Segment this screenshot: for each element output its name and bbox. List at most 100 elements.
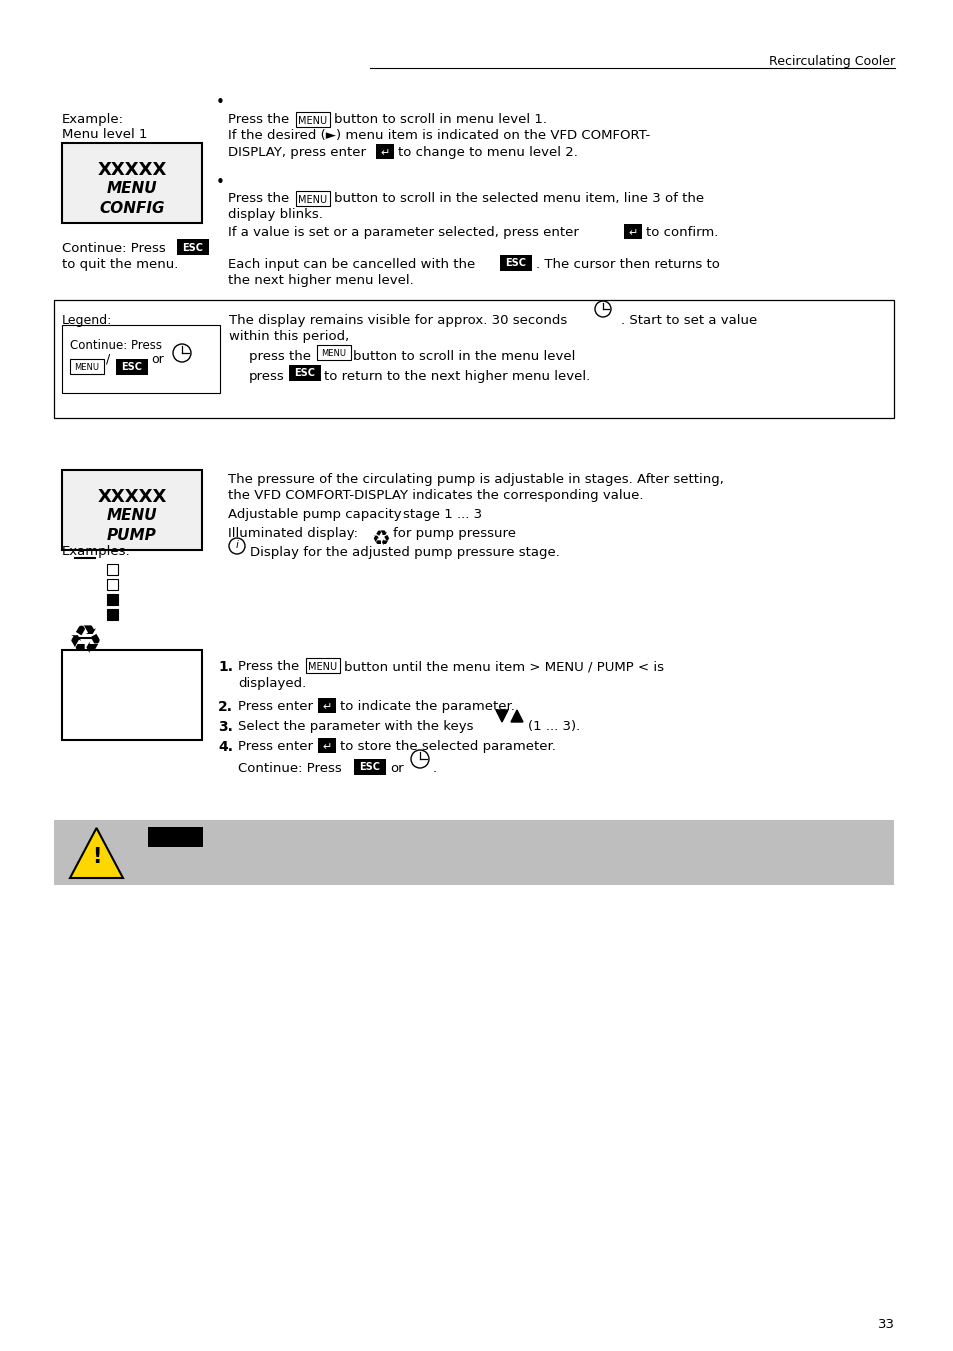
Text: MENU: MENU: [74, 363, 99, 372]
Bar: [289, 365, 320, 381]
Bar: [62, 326, 220, 393]
Bar: [499, 255, 532, 272]
Text: Example:: Example:: [62, 113, 124, 126]
Bar: [295, 190, 330, 205]
Text: MENU: MENU: [308, 662, 337, 671]
Text: . Start to set a value: . Start to set a value: [620, 313, 757, 327]
Text: ESC: ESC: [294, 367, 315, 378]
Text: .: .: [433, 762, 436, 775]
Polygon shape: [496, 711, 507, 721]
Text: The pressure of the circulating pump is adjustable in stages. After setting,: The pressure of the circulating pump is …: [228, 473, 723, 486]
Bar: [107, 563, 118, 576]
Text: Illuminated display:: Illuminated display:: [228, 527, 357, 540]
Text: 3.: 3.: [218, 720, 233, 734]
Text: Press the: Press the: [228, 113, 289, 126]
Text: Continue: Press: Continue: Press: [62, 242, 166, 255]
Text: CONFIG: CONFIG: [99, 201, 165, 216]
Text: to return to the next higher menu level.: to return to the next higher menu level.: [324, 370, 590, 382]
Text: Adjustable pump capacity: Adjustable pump capacity: [228, 508, 401, 521]
Text: Continue: Press: Continue: Press: [237, 762, 341, 775]
Text: •: •: [215, 95, 225, 109]
Text: ESC: ESC: [121, 362, 142, 372]
Text: Press the: Press the: [237, 661, 299, 673]
Text: •: •: [215, 176, 225, 190]
Bar: [375, 145, 394, 159]
Text: press: press: [249, 370, 284, 382]
Bar: [62, 143, 202, 223]
Bar: [107, 594, 118, 605]
Text: XXXXX: XXXXX: [97, 161, 167, 178]
Text: ESC: ESC: [182, 243, 203, 253]
Bar: [70, 359, 104, 374]
Text: Select the parameter with the keys: Select the parameter with the keys: [237, 720, 473, 734]
Bar: [623, 224, 641, 239]
Bar: [54, 820, 893, 885]
Bar: [62, 470, 202, 550]
Bar: [116, 359, 148, 376]
Text: Examples:: Examples:: [62, 544, 131, 558]
Polygon shape: [511, 711, 522, 721]
Bar: [54, 300, 893, 417]
Text: press the: press the: [249, 350, 311, 363]
Text: i: i: [235, 540, 238, 550]
Text: PUMP: PUMP: [107, 528, 156, 543]
Text: to confirm.: to confirm.: [645, 226, 718, 239]
Bar: [148, 827, 203, 847]
Text: button to scroll in menu level 1.: button to scroll in menu level 1.: [334, 113, 546, 126]
Text: stage 1 ... 3: stage 1 ... 3: [402, 508, 481, 521]
Bar: [107, 580, 118, 590]
Bar: [295, 112, 330, 127]
Text: The display remains visible for approx. 30 seconds: The display remains visible for approx. …: [229, 313, 567, 327]
Text: display blinks.: display blinks.: [228, 208, 322, 222]
Text: Continue: Press: Continue: Press: [70, 339, 162, 353]
Text: or: or: [151, 353, 164, 366]
Text: ESC: ESC: [359, 762, 380, 771]
Text: !: !: [91, 847, 101, 867]
Text: Press enter: Press enter: [237, 700, 313, 713]
Text: DISPLAY, press enter: DISPLAY, press enter: [228, 146, 366, 159]
Text: for pump pressure: for pump pressure: [393, 527, 516, 540]
Text: (1 ... 3).: (1 ... 3).: [527, 720, 579, 734]
Text: ↵: ↵: [380, 149, 389, 158]
Bar: [62, 650, 202, 740]
Text: ↵: ↵: [322, 703, 332, 712]
Bar: [107, 609, 118, 620]
Text: to quit the menu.: to quit the menu.: [62, 258, 178, 272]
Bar: [177, 239, 209, 255]
Text: MENU: MENU: [107, 508, 157, 523]
Text: ↵: ↵: [628, 228, 637, 238]
Bar: [306, 658, 339, 673]
Text: MENU: MENU: [321, 349, 346, 358]
Text: or: or: [390, 762, 403, 775]
Text: 1.: 1.: [218, 661, 233, 674]
Bar: [317, 738, 335, 753]
Text: the VFD COMFORT-DISPLAY indicates the corresponding value.: the VFD COMFORT-DISPLAY indicates the co…: [228, 489, 643, 503]
Text: to indicate the parameter.: to indicate the parameter.: [339, 700, 515, 713]
Text: button until the menu item > MENU / PUMP < is: button until the menu item > MENU / PUMP…: [344, 661, 663, 673]
Text: /: /: [106, 353, 111, 366]
Text: If a value is set or a parameter selected, press enter: If a value is set or a parameter selecte…: [228, 226, 578, 239]
Bar: [354, 759, 386, 775]
Text: MENU: MENU: [298, 195, 327, 205]
Text: to store the selected parameter.: to store the selected parameter.: [339, 740, 556, 753]
Text: Press the: Press the: [228, 192, 289, 205]
Bar: [316, 345, 351, 359]
Text: within this period,: within this period,: [229, 330, 349, 343]
Text: Recirculating Cooler: Recirculating Cooler: [768, 55, 894, 68]
Text: ♻: ♻: [68, 623, 102, 661]
Text: MENU: MENU: [298, 116, 327, 126]
Text: Press enter: Press enter: [237, 740, 313, 753]
Text: button to scroll in the selected menu item, line 3 of the: button to scroll in the selected menu it…: [334, 192, 703, 205]
Text: button to scroll in the menu level: button to scroll in the menu level: [353, 350, 575, 363]
Text: Menu level 1: Menu level 1: [62, 128, 148, 141]
Text: Legend:: Legend:: [62, 313, 112, 327]
Text: ESC: ESC: [505, 258, 526, 267]
Text: Each input can be cancelled with the: Each input can be cancelled with the: [228, 258, 475, 272]
Text: . The cursor then returns to: . The cursor then returns to: [536, 258, 720, 272]
Text: If the desired (►) menu item is indicated on the VFD COMFORT-: If the desired (►) menu item is indicate…: [228, 128, 650, 142]
Text: displayed.: displayed.: [237, 677, 306, 690]
Text: XXXXX: XXXXX: [97, 488, 167, 507]
Text: ↵: ↵: [322, 742, 332, 753]
Bar: [317, 698, 335, 713]
Polygon shape: [70, 828, 123, 878]
